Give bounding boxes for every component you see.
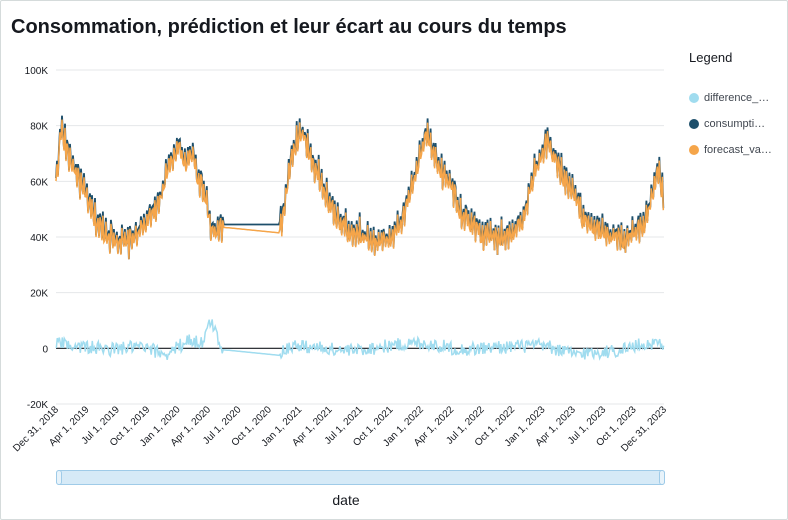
y-tick-label: 20K bbox=[30, 289, 48, 300]
legend-title: Legend bbox=[689, 50, 733, 65]
y-tick-label: -20K bbox=[27, 400, 48, 411]
y-tick-label: 60K bbox=[30, 177, 48, 188]
y-tick-label: 0 bbox=[42, 344, 48, 355]
legend-label-difference: difference_… bbox=[704, 92, 770, 104]
legend-label-forecast: forecast_va… bbox=[704, 144, 772, 156]
scrollbar-handle-right[interactable] bbox=[659, 470, 665, 485]
legend-swatch-consumption bbox=[689, 119, 699, 129]
forecast-line bbox=[55, 119, 665, 260]
legend-label-consumption: consumpti… bbox=[704, 118, 766, 130]
scrollbar-handle-left[interactable] bbox=[56, 470, 62, 485]
y-tick-label: 80K bbox=[30, 122, 48, 133]
y-tick-label: 40K bbox=[30, 233, 48, 244]
legend-swatch-forecast bbox=[689, 145, 699, 155]
legend-item-forecast[interactable]: forecast_va… bbox=[689, 137, 785, 163]
legend-item-consumption[interactable]: consumpti… bbox=[689, 111, 785, 137]
scrollbar-track[interactable] bbox=[56, 470, 665, 485]
difference-line bbox=[55, 319, 665, 361]
date-range-scrollbar[interactable] bbox=[56, 470, 665, 485]
x-axis-title: date bbox=[332, 492, 360, 508]
y-tick-label: 100K bbox=[25, 66, 49, 77]
legend-item-difference[interactable]: difference_… bbox=[689, 85, 785, 111]
legend: Legend difference_… consumpti… forecast_… bbox=[689, 50, 785, 163]
chart-title: Consommation, prédiction et leur écart a… bbox=[11, 16, 567, 38]
legend-swatch-difference bbox=[689, 93, 699, 103]
